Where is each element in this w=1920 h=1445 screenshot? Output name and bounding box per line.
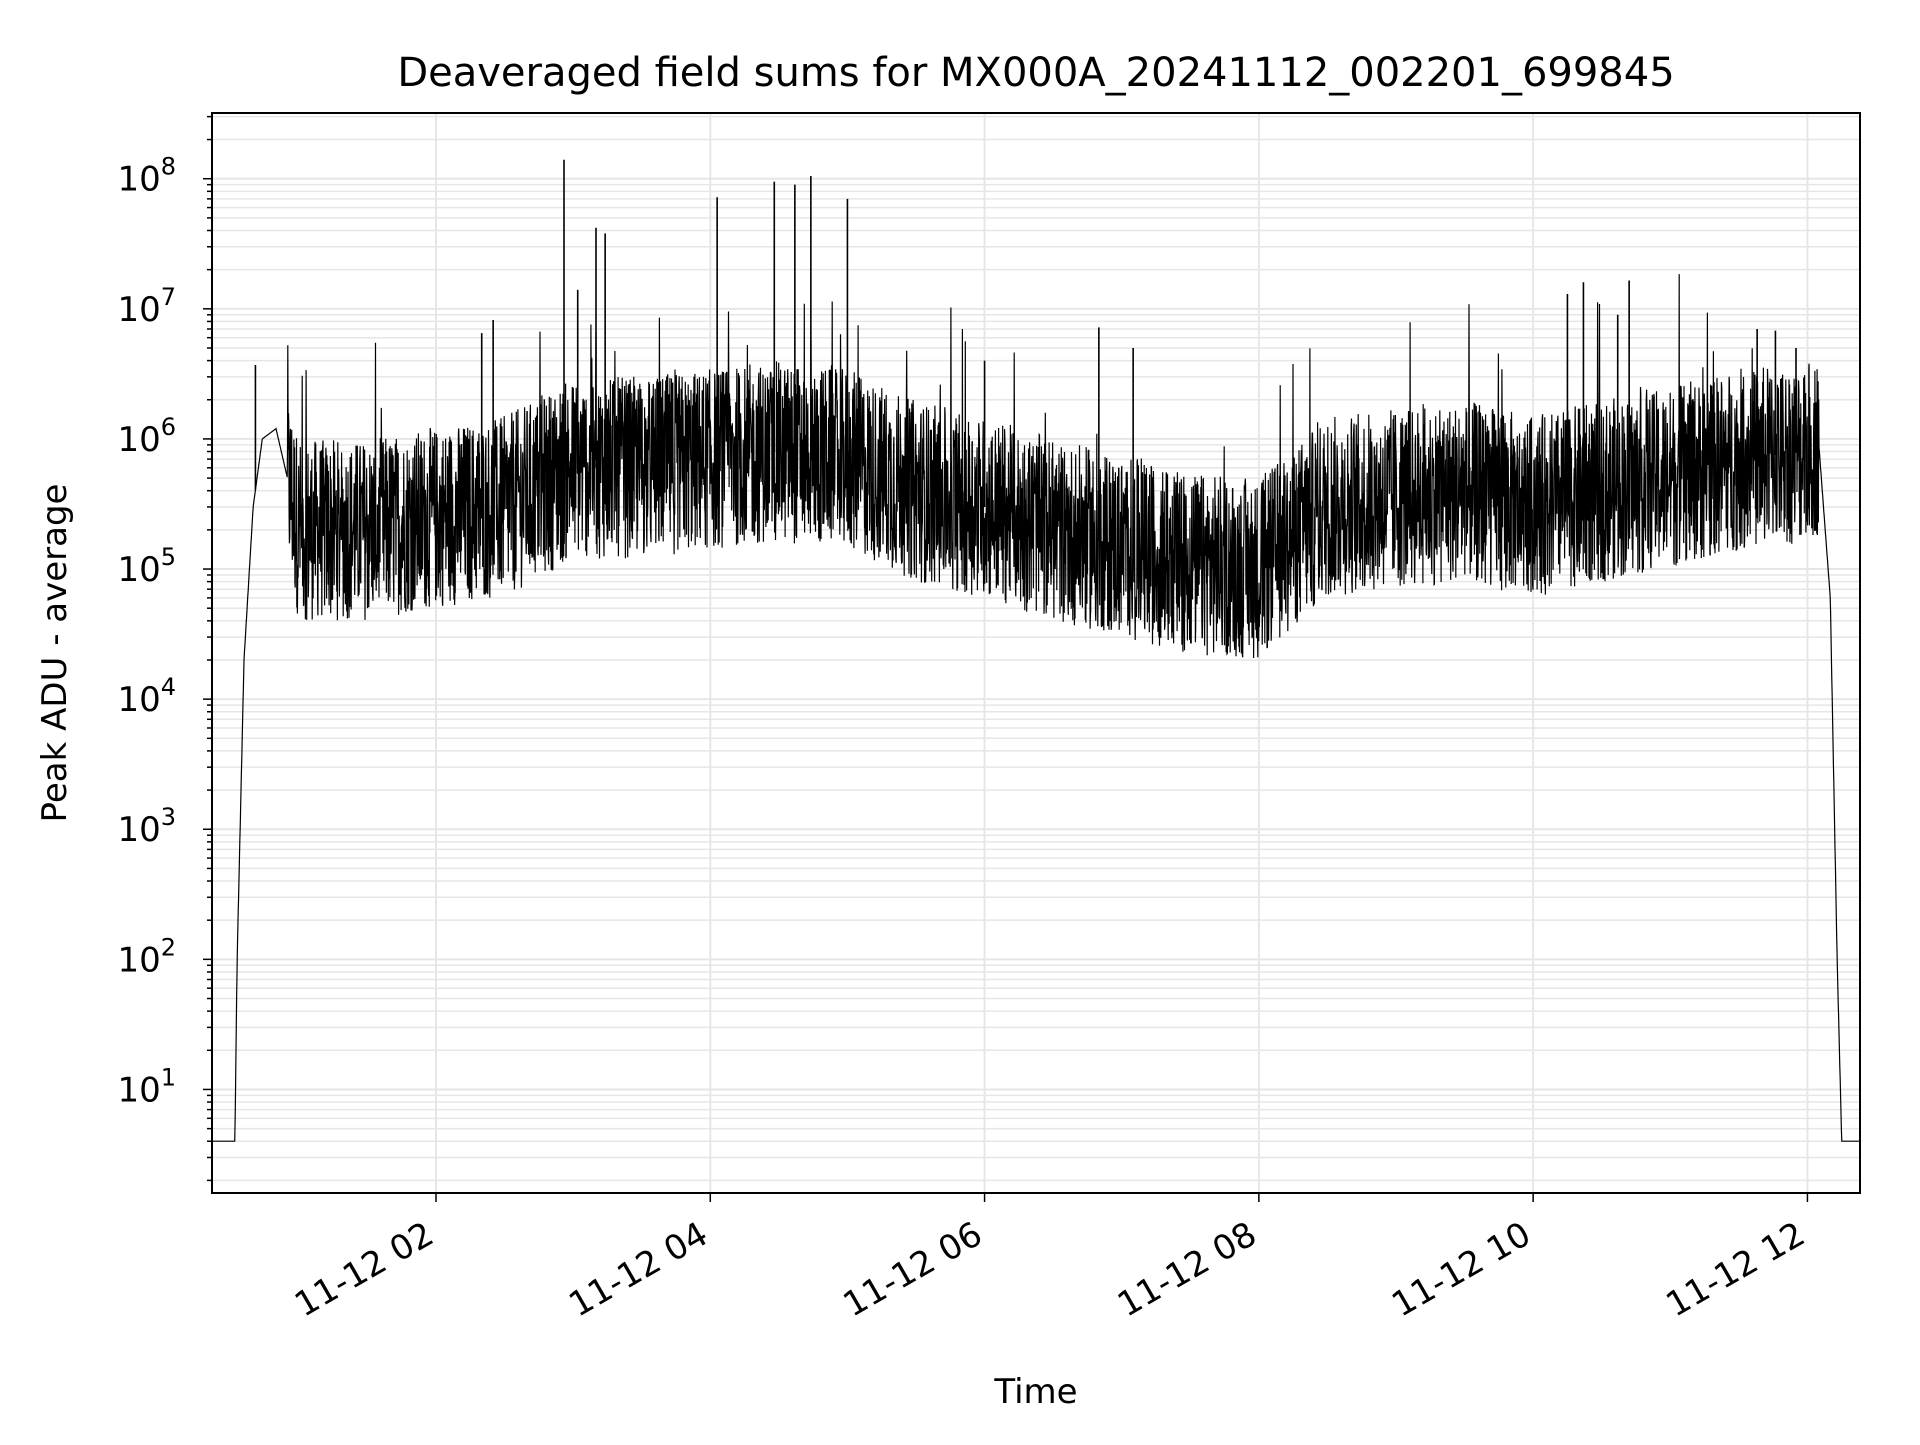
chart-title: Deaveraged field sums for MX000A_2024111… — [397, 50, 1674, 96]
y-tick-label: 105 — [117, 543, 176, 590]
plot-frame — [211, 112, 1861, 1194]
y-tick-label: 103 — [117, 803, 176, 850]
y-tick-label: 104 — [117, 673, 176, 720]
y-axis-label: Peak ADU - average — [35, 484, 75, 823]
y-tick-label: 108 — [117, 153, 176, 200]
y-tick-label: 101 — [117, 1063, 176, 1110]
y-tick-label: 106 — [117, 413, 176, 460]
series-line — [212, 274, 1860, 1142]
y-tick-label: 107 — [117, 283, 176, 330]
y-tick-label: 102 — [117, 933, 176, 980]
x-axis-label: Time — [993, 1372, 1077, 1412]
